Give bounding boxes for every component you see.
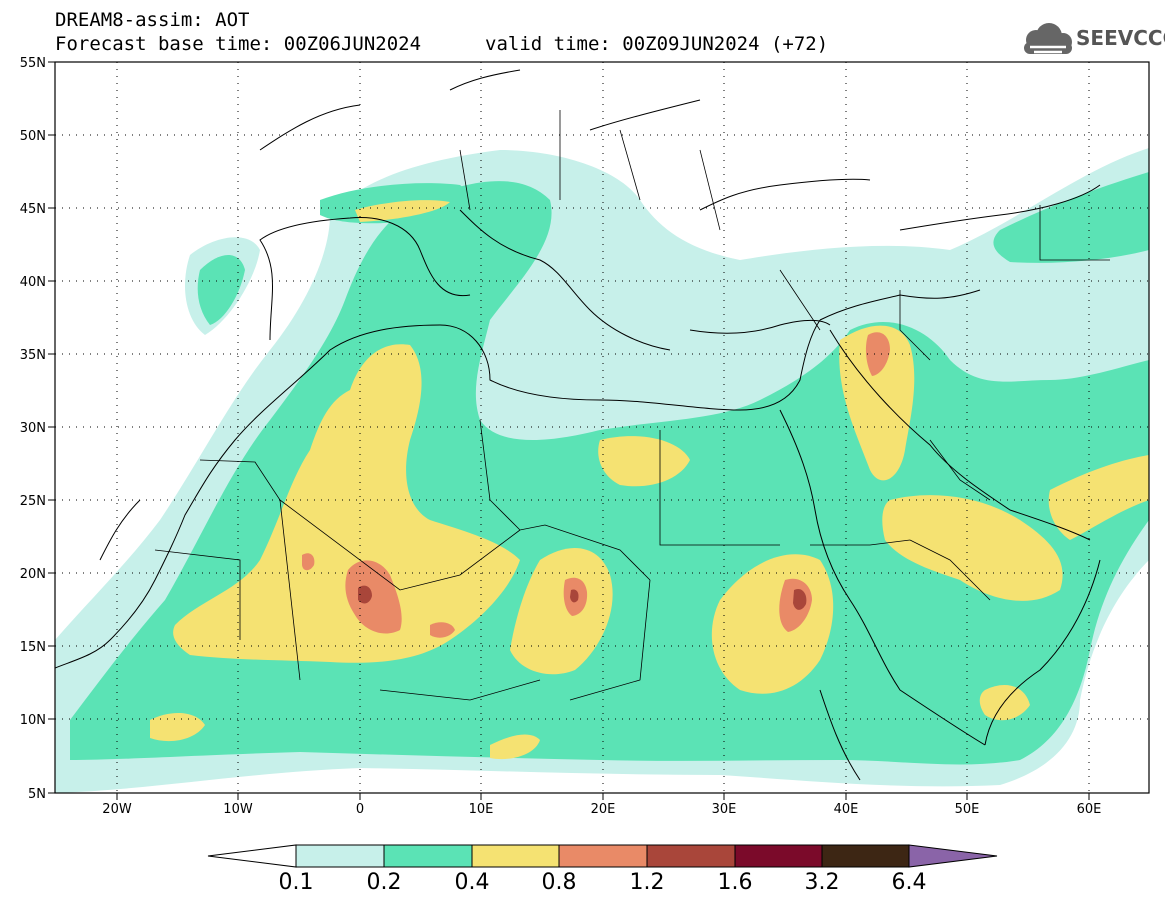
- lon-label: 20E: [591, 802, 616, 817]
- colorbar-label: 6.4: [891, 870, 927, 895]
- colorbar-label: 0.1: [278, 870, 314, 895]
- coastlines: [55, 69, 1101, 781]
- lon-label: 60E: [1077, 802, 1102, 817]
- axis-ticks: [48, 61, 1090, 800]
- colorbar-segment: [383, 844, 473, 868]
- colorbar-segment: [471, 844, 560, 868]
- colorbar-label: 3.2: [804, 870, 840, 895]
- lon-label: 0: [356, 802, 364, 817]
- colorbar-label: 1.6: [717, 870, 753, 895]
- logo-text: SEEVCCC: [1076, 26, 1165, 50]
- lon-labels: 20W 10W 0 10E 20E 30E 40E 50E 60E: [102, 802, 1101, 817]
- aot-contours: [55, 148, 1149, 793]
- lat-labels: 55N 50N 45N 40N 35N 30N 25N 20N 15N 10N …: [20, 56, 46, 802]
- valid-time: valid time: 00Z09JUN2024 (+72): [485, 33, 829, 55]
- lon-label: 50E: [955, 802, 980, 817]
- lat-label: 25N: [20, 494, 46, 509]
- colorbar-segment: [821, 844, 910, 868]
- lat-label: 20N: [20, 567, 46, 582]
- lon-label: 10E: [469, 802, 494, 817]
- lat-label: 15N: [20, 640, 46, 655]
- colorbar-label: 0.2: [366, 870, 402, 895]
- lat-label: 45N: [20, 202, 46, 217]
- colorbar-segment: [558, 844, 648, 868]
- lat-label: 35N: [20, 348, 46, 363]
- colorbar-segment: [295, 844, 385, 868]
- cloud-logo-icon: [1024, 23, 1072, 54]
- lat-label: 5N: [28, 787, 46, 802]
- lon-label: 30E: [712, 802, 737, 817]
- lat-label: 40N: [20, 275, 46, 290]
- lat-label: 55N: [20, 56, 46, 71]
- colorbar-high-arrow: [908, 844, 998, 868]
- map-title: DREAM8-assim: AOT: [55, 9, 250, 31]
- colorbar-segment: [734, 844, 823, 868]
- forecast-base-time: Forecast base time: 00Z06JUN2024: [55, 33, 422, 55]
- colorbar-label: 1.2: [629, 870, 665, 895]
- colorbar-segment: [646, 844, 736, 868]
- lat-label: 30N: [20, 421, 46, 436]
- colorbar-label: 0.4: [454, 870, 490, 895]
- lat-label: 10N: [20, 713, 46, 728]
- lon-label: 10W: [223, 802, 253, 817]
- lon-label: 20W: [102, 802, 132, 817]
- colorbar: [207, 844, 998, 868]
- graticule: [55, 62, 1149, 793]
- colorbar-low-arrow: [207, 844, 297, 868]
- lon-label: 40E: [834, 802, 859, 817]
- aot-band-1-2: [358, 585, 807, 610]
- borders: [154, 110, 1110, 701]
- lat-label: 50N: [20, 129, 46, 144]
- aot-band-0-4: [150, 200, 1149, 760]
- colorbar-label: 0.8: [541, 870, 577, 895]
